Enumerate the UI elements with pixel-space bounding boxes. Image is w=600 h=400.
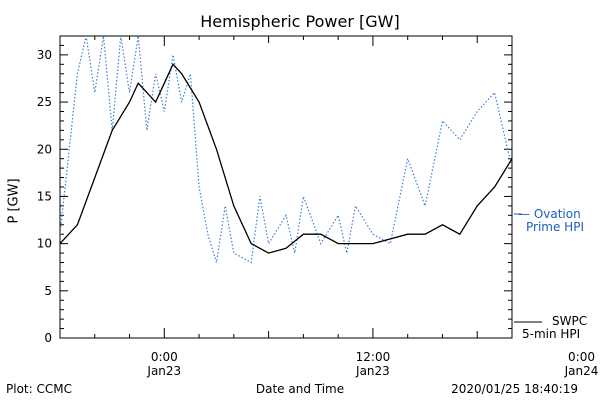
legend-ovation-line2: Prime HPI [526,220,584,234]
plot-timestamp: 2020/01/25 18:40:19 [451,382,578,396]
chart-title: Hemispheric Power [GW] [200,12,400,31]
legend-ovation-line1: — Ovation [518,207,581,221]
y-tick-label: 15 [37,189,52,203]
series-swpc-line [60,63,512,254]
x-tick-label-time: 0:00 [151,350,178,364]
x-tick-label-time: 12:00 [356,350,391,364]
legend-swpc-line2: 5-min HPI [522,327,581,341]
x-tick-label-date: Jan24 [564,364,599,378]
x-axis-label: Date and Time [255,382,345,396]
y-tick-label: 20 [37,142,52,156]
y-tick-label: 10 [37,237,52,251]
y-tick-label: 0 [44,331,52,345]
x-tick-label-date: Jan23 [355,364,390,378]
y-tick-label: 5 [44,284,52,298]
y-tick-label: 25 [37,95,52,109]
plot-credit: Plot: CCMC [6,382,72,396]
series-ovation-line [60,36,512,264]
legend-swpc-line1: SWPC [552,314,588,328]
x-tick-label-time: 0:00 [568,350,595,364]
x-tick-label-date: Jan23 [146,364,181,378]
y-tick-label: 30 [37,48,52,62]
